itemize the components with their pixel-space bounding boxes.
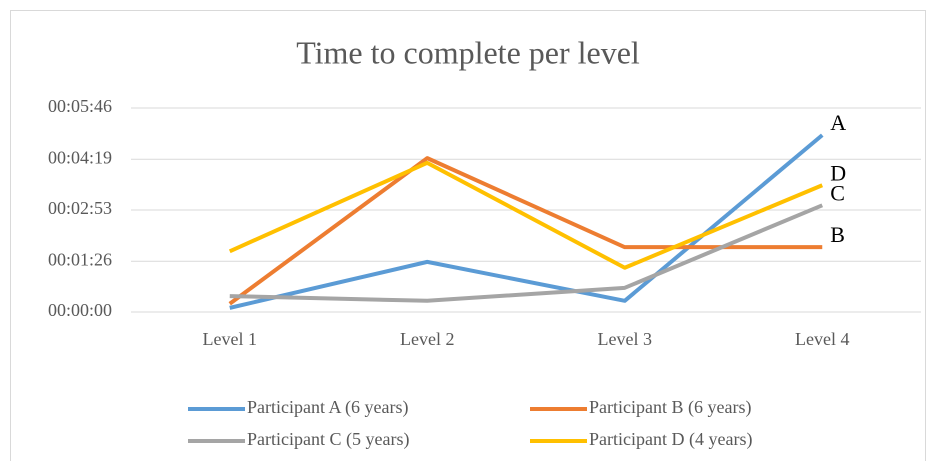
x-tick-label: Level 3 bbox=[598, 329, 652, 349]
legend-label: Participant C (5 years) bbox=[247, 429, 409, 450]
series-line bbox=[229, 133, 824, 310]
x-tick-label: Level 2 bbox=[400, 329, 454, 349]
series-end-label: D bbox=[830, 160, 846, 185]
chart-title: Time to complete per level bbox=[296, 34, 640, 70]
legend-label: Participant D (4 years) bbox=[589, 429, 752, 450]
legend-label: Participant A (6 years) bbox=[247, 397, 408, 418]
series-line bbox=[229, 203, 824, 303]
y-tick-label: 00:01:26 bbox=[48, 249, 112, 269]
y-tick-label: 00:04:19 bbox=[48, 147, 112, 167]
x-tick-label: Level 4 bbox=[795, 329, 849, 349]
chart-border bbox=[10, 10, 926, 461]
series-end-label: C bbox=[830, 180, 845, 205]
legend-label: Participant B (6 years) bbox=[589, 397, 751, 418]
series-end-label: A bbox=[830, 110, 846, 135]
y-tick-label: 00:00:00 bbox=[48, 300, 112, 320]
x-tick-label: Level 1 bbox=[203, 329, 257, 349]
series-line bbox=[228, 160, 824, 270]
y-tick-label: 00:05:46 bbox=[48, 96, 112, 116]
series-end-label: B bbox=[830, 222, 845, 247]
y-tick-label: 00:02:53 bbox=[48, 198, 112, 218]
